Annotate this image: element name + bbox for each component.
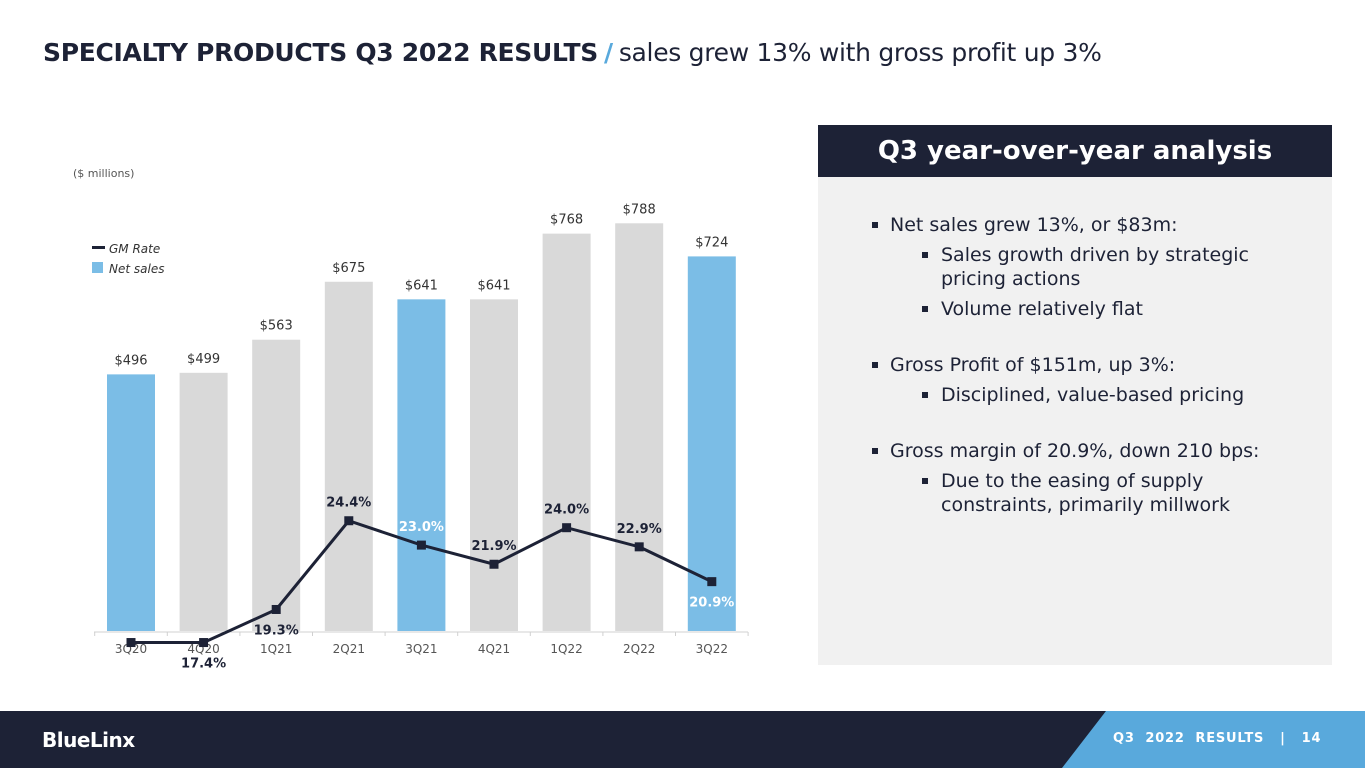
- bar-net-sales-3Q20: [107, 374, 155, 631]
- page-subtitle: sales grew 13% with gross profit up 3%: [618, 38, 1102, 67]
- gm-rate-label: 21.9%: [471, 539, 516, 554]
- bar-value-label: $499: [187, 352, 220, 367]
- panel-title: Q3 year-over-year analysis: [818, 125, 1332, 177]
- bar-net-sales-1Q22: [542, 233, 591, 631]
- analysis-panel: Q3 year-over-year analysis Net sales gre…: [818, 125, 1332, 665]
- gm-rate-label: 23.0%: [399, 520, 444, 535]
- x-tick-label: 3Q21: [405, 642, 437, 656]
- sub-bullet-item: Volume relatively flat: [922, 297, 1292, 321]
- x-tick-label: 2Q21: [333, 642, 365, 656]
- gm-rate-label: 17.4%: [181, 657, 226, 670]
- bar-net-sales-4Q21: [470, 299, 518, 631]
- x-tick-label: 4Q20: [187, 642, 219, 656]
- bullet-group: Gross Profit of $151m, up 3%: Disciplined…: [872, 353, 1292, 407]
- legend-net-sales-label: Net sales: [109, 262, 164, 276]
- gm-rate-marker-3Q20: [126, 638, 136, 648]
- gm-rate-marker-3Q22: [707, 577, 717, 587]
- bar-value-label: $768: [550, 213, 583, 228]
- gm-rate-label: 20.9%: [689, 596, 734, 611]
- x-tick-label: 1Q22: [550, 642, 582, 656]
- bar-value-label: $641: [405, 278, 438, 293]
- brand-logo: BlueLinx: [42, 728, 135, 752]
- legend-gm-rate-swatch: [92, 246, 105, 249]
- x-tick-label: 3Q20: [115, 642, 147, 656]
- net-sales-gm-rate-chart: ($ millions) GM Rate Net sales $496 3Q20 $499…: [73, 167, 749, 670]
- bullet-group: Net sales grew 13%, or $83m: Sales growth…: [872, 213, 1292, 321]
- gm-rate-label: 19.3%: [254, 623, 299, 638]
- sub-bullet-item: Due to the easing of supply constraints,…: [922, 469, 1292, 517]
- sub-bullet-item: Sales growth driven by strategic pricing…: [922, 243, 1292, 291]
- gm-rate-marker-4Q21: [489, 559, 499, 569]
- x-tick-label: 4Q21: [478, 642, 510, 656]
- gm-rate-label: 17.4%: [108, 657, 153, 670]
- bullet-item: Gross Profit of $151m, up 3%:: [872, 353, 1292, 377]
- bar-value-label: $675: [332, 261, 365, 276]
- page-title: SPECIALTY PRODUCTS Q3 2022 RESULTS / sales…: [43, 38, 1102, 67]
- title-separator: /: [603, 38, 613, 67]
- bar-net-sales-3Q21: [397, 299, 446, 631]
- bar-net-sales-2Q22: [615, 223, 664, 631]
- bar-value-label: $496: [114, 353, 147, 368]
- bullet-group: Gross margin of 20.9%, down 210 bps: Due …: [872, 439, 1292, 517]
- bar-net-sales-4Q20: [179, 372, 228, 631]
- x-tick-label: 3Q22: [696, 642, 728, 656]
- gm-rate-marker-3Q21: [416, 540, 426, 550]
- bar-net-sales-2Q21: [324, 281, 373, 631]
- panel-body: Net sales grew 13%, or $83m: Sales growth…: [818, 177, 1332, 517]
- x-tick-label: 2Q22: [623, 642, 655, 656]
- footer-bar: BlueLinx Q3 2022 RESULTS | 14: [0, 711, 1365, 768]
- page-title-main: SPECIALTY PRODUCTS Q3 2022 RESULTS: [43, 38, 598, 67]
- gm-rate-marker-1Q21: [271, 604, 281, 614]
- footer-label: Q3 2022 RESULTS | 14: [1113, 731, 1322, 746]
- footer-tab: [1062, 711, 1365, 768]
- gm-rate-marker-4Q20: [199, 638, 209, 648]
- x-tick-label: 1Q21: [260, 642, 292, 656]
- legend-net-sales-swatch: [92, 262, 103, 273]
- gm-rate-label: 22.9%: [617, 522, 662, 537]
- legend-gm-rate-label: GM Rate: [109, 242, 160, 256]
- gm-rate-marker-1Q22: [562, 523, 572, 533]
- gm-rate-marker-2Q21: [344, 516, 354, 526]
- bullet-item: Gross margin of 20.9%, down 210 bps:: [872, 439, 1292, 463]
- bullet-item: Net sales grew 13%, or $83m:: [872, 213, 1292, 237]
- gm-rate-marker-2Q22: [634, 542, 644, 552]
- bar-net-sales-1Q21: [252, 339, 301, 631]
- bar-value-label: $788: [623, 202, 656, 217]
- sub-bullet-item: Disciplined, value-based pricing: [922, 383, 1292, 407]
- units-note: ($ millions): [73, 167, 134, 180]
- gm-rate-label: 24.4%: [326, 496, 371, 511]
- bar-value-label: $641: [477, 278, 510, 293]
- bar-net-sales-3Q22: [687, 256, 736, 631]
- bar-value-label: $563: [260, 319, 293, 334]
- bar-value-label: $724: [695, 235, 728, 250]
- gm-rate-label: 24.0%: [544, 503, 589, 518]
